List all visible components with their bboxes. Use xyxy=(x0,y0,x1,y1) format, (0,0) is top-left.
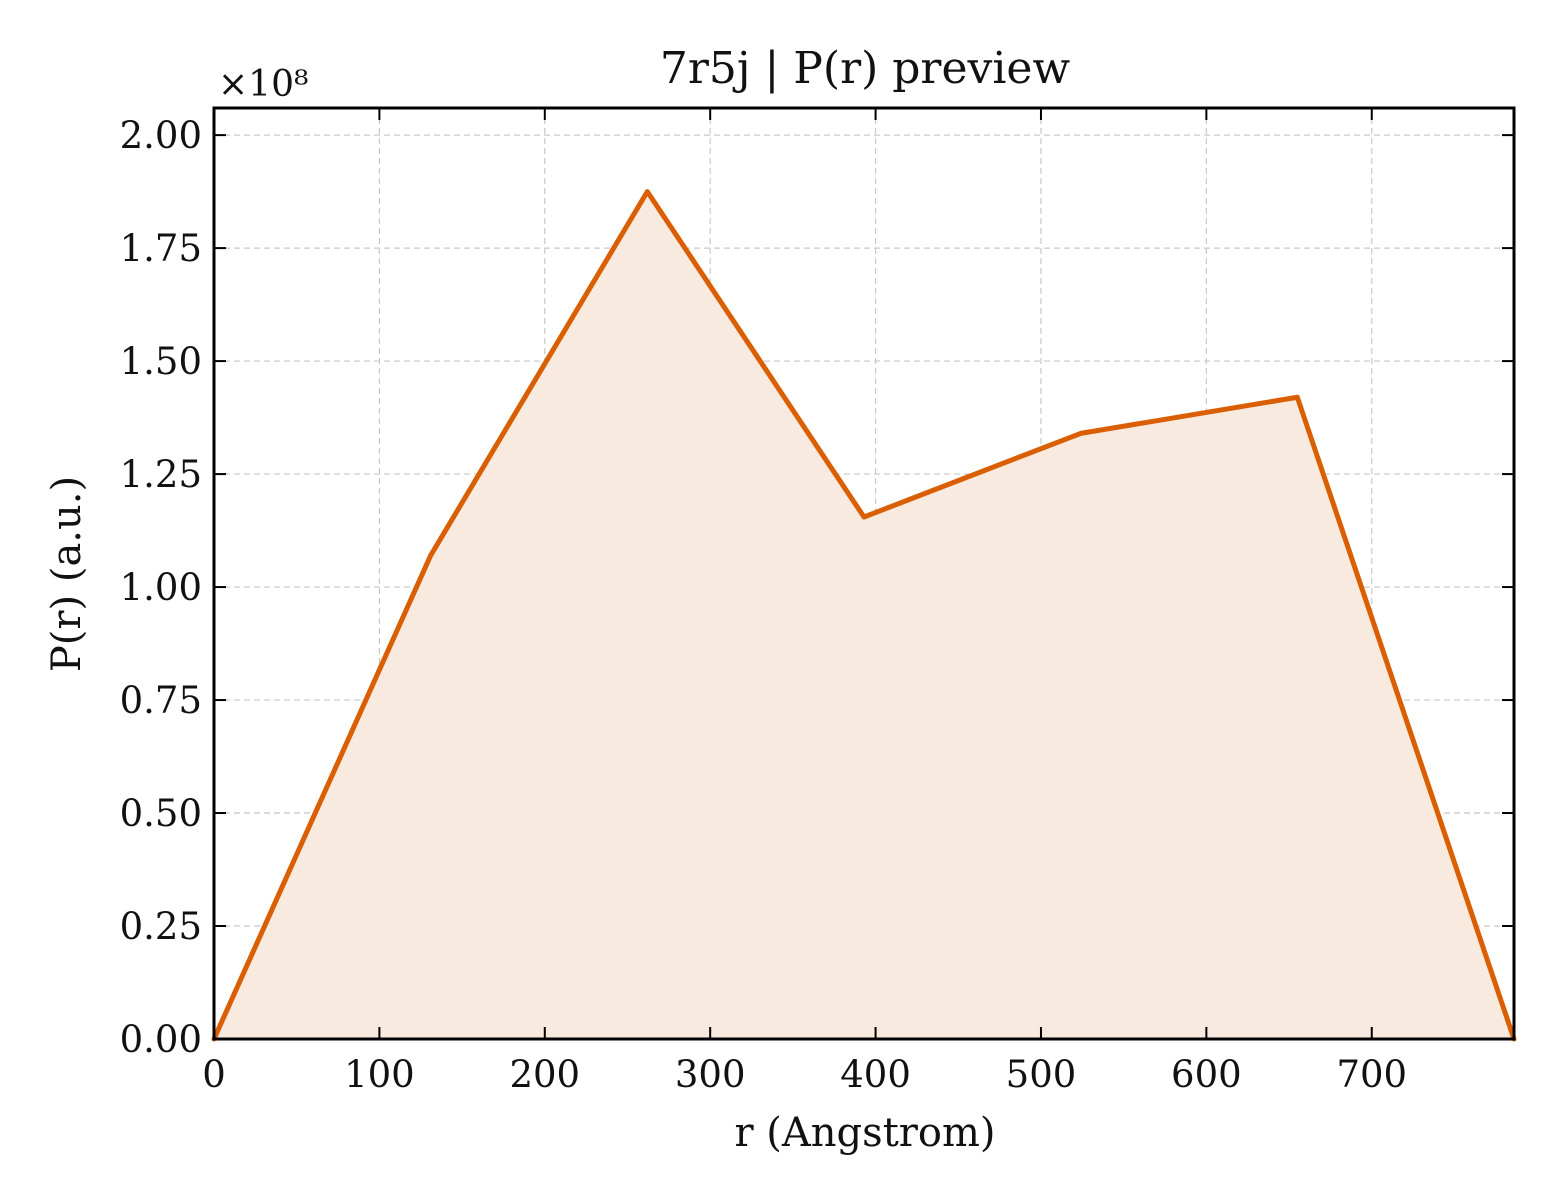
x-tick-label: 0 xyxy=(202,1053,226,1096)
y-tick-label: 1.75 xyxy=(120,227,202,270)
chart-title: 7r5j | P(r) preview xyxy=(660,43,1071,94)
y-tick-label: 0.25 xyxy=(120,905,202,948)
ticks-layer xyxy=(212,106,1516,1041)
y-axis-title: P(r) (a.u.) xyxy=(44,476,90,672)
y-tick-label: 1.00 xyxy=(120,566,202,609)
y-tick-label: 1.50 xyxy=(120,340,202,383)
y-tick-label: 0.00 xyxy=(120,1018,202,1061)
series-area-fill xyxy=(214,191,1514,1039)
x-tick-label: 600 xyxy=(1171,1053,1242,1096)
x-tick-label: 200 xyxy=(509,1053,580,1096)
x-axis-title: r (Angstrom) xyxy=(734,1110,995,1156)
y-tick-label: 0.75 xyxy=(120,679,202,722)
y-tick-label: 0.50 xyxy=(120,792,202,835)
x-tick-label: 700 xyxy=(1336,1053,1407,1096)
x-tick-label: 300 xyxy=(675,1053,746,1096)
labels-layer: 0 100 200 300 400 500 600 700 0.00 0.25 0.50 0.75 1.… xyxy=(120,114,1407,1096)
y-multiplier-label: ×10⁸ xyxy=(218,64,308,105)
plot-frame xyxy=(212,106,1516,1041)
x-tick-label: 400 xyxy=(840,1053,911,1096)
y-tick-label: 2.00 xyxy=(120,114,202,157)
y-tick-label: 1.25 xyxy=(120,453,202,496)
x-tick-label: 100 xyxy=(344,1053,415,1096)
x-tick-label: 500 xyxy=(1006,1053,1077,1096)
series-layer xyxy=(211,189,1517,1042)
